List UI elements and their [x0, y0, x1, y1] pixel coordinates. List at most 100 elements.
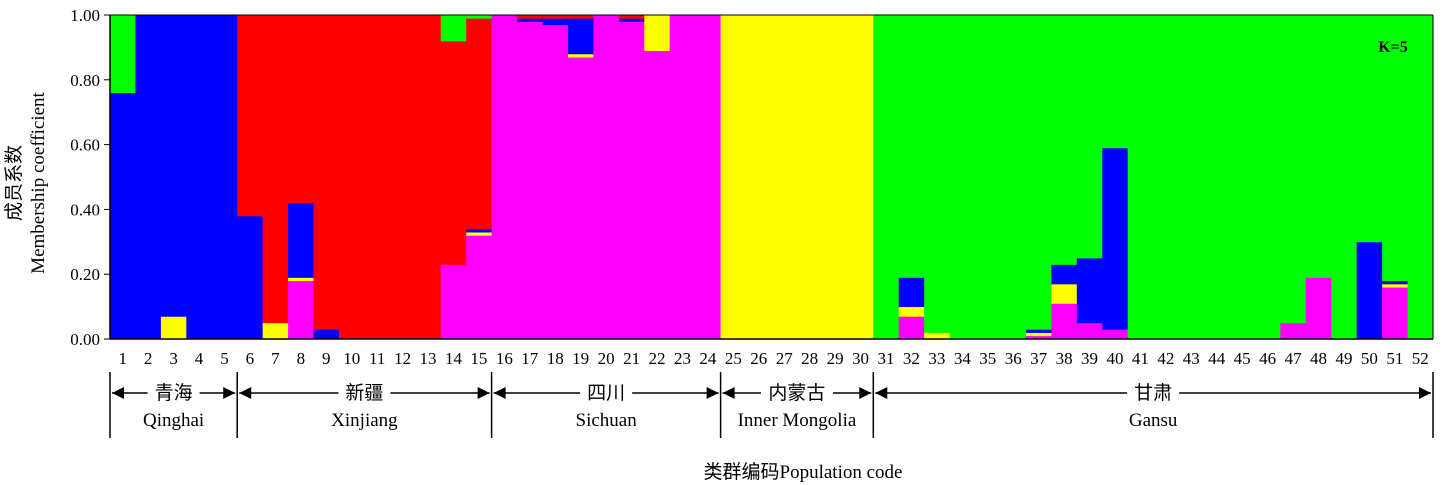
x-tick-label-5: 5	[220, 349, 229, 368]
bar-segment-15-blue	[466, 228, 493, 233]
bar-segment-40-green	[1102, 15, 1129, 149]
bar-segment-36-green	[1000, 15, 1027, 340]
bar-segment-32-yellow	[898, 306, 925, 317]
x-tick-label-42: 42	[1157, 349, 1174, 368]
region-label-en-gansu: Gansu	[1129, 410, 1178, 431]
bar-segment-37-yellow	[1025, 332, 1052, 337]
x-tick-label-24: 24	[699, 349, 717, 368]
bar-segment-15-yellow	[466, 232, 493, 236]
bar-segment-34-green	[949, 15, 976, 340]
bar-segment-22-magenta	[644, 50, 671, 340]
x-tick-label-36: 36	[1005, 349, 1022, 368]
x-tick-label-3: 3	[169, 349, 178, 368]
region-arrowhead-left-sichuan	[493, 387, 506, 399]
bar-segment-39-magenta	[1076, 322, 1103, 340]
region-label-cn-inner-mongolia: 内蒙古	[768, 382, 825, 404]
bar-segment-29-yellow	[822, 15, 849, 340]
x-tick-label-6: 6	[246, 349, 255, 368]
bar-segment-37-green	[1025, 15, 1052, 330]
axes-layer: 0.000.200.400.600.801.001 2 3 4 5 6 7 8 9 10 11 12 1…	[70, 6, 1434, 368]
x-tick-label-38: 38	[1056, 349, 1073, 368]
x-tick-label-50: 50	[1361, 349, 1378, 368]
bar-segment-8-red	[288, 15, 315, 204]
bar-segment-17-blue	[517, 18, 544, 22]
bar-segment-44-green	[1204, 15, 1231, 340]
bar-segment-51-green	[1382, 15, 1409, 282]
region-label-en-qinghai: Qinghai	[143, 410, 204, 431]
x-tick-label-12: 12	[394, 349, 411, 368]
bar-segment-38-green	[1051, 15, 1078, 265]
bar-segment-40-magenta	[1102, 329, 1129, 340]
region-inner-mongolia: 内蒙古 Inner Mongolia	[722, 382, 872, 431]
x-tick-label-22: 22	[649, 349, 666, 368]
bar-segment-18-blue	[542, 18, 569, 26]
bar-segment-27-yellow	[771, 15, 798, 340]
x-tick-label-4: 4	[195, 349, 204, 368]
region-xinjiang: 新疆 Xinjiang	[239, 382, 490, 431]
bar-segment-28-yellow	[796, 15, 823, 340]
bar-segment-16-magenta	[491, 15, 518, 340]
bar-segment-19-magenta	[567, 57, 595, 340]
x-tick-label-31: 31	[877, 349, 894, 368]
bar-segment-6-red	[237, 15, 264, 217]
y-tick-label-0.40: 0.40	[70, 200, 100, 219]
bar-segment-13-red	[415, 15, 442, 340]
region-label-cn-xinjiang: 新疆	[345, 382, 383, 404]
k-value-label: K=5	[1378, 39, 1408, 56]
bar-segment-11-red	[364, 15, 391, 340]
bar-segment-7-yellow	[262, 322, 289, 340]
bar-segment-1-blue	[110, 92, 137, 340]
bar-segment-6-blue	[237, 215, 264, 340]
region-arrowhead-right-inner-mongolia	[859, 387, 872, 399]
bar-segment-32-green	[898, 15, 925, 278]
x-tick-label-34: 34	[954, 349, 972, 368]
bar-segment-10-red	[338, 15, 366, 340]
x-axis-title: 类群编码Population code	[704, 461, 903, 483]
x-tick-label-11: 11	[369, 349, 385, 368]
bar-segment-39-green	[1076, 15, 1103, 259]
bar-segment-18-magenta	[542, 24, 569, 340]
region-qinghai: 青海 Qinghai	[112, 382, 236, 431]
bar-segment-3-yellow	[160, 316, 187, 340]
x-tick-label-8: 8	[297, 349, 306, 368]
x-tick-label-45: 45	[1234, 349, 1251, 368]
region-label-cn-sichuan: 四川	[587, 383, 625, 404]
bar-layer	[110, 15, 1434, 340]
x-tick-label-7: 7	[271, 349, 280, 368]
bar-segment-51-blue	[1382, 280, 1409, 285]
region-gansu: 甘肃 Gansu	[875, 382, 1431, 431]
x-tick-label-41: 41	[1132, 349, 1149, 368]
bar-segment-32-blue	[898, 277, 925, 307]
bar-segment-47-magenta	[1280, 322, 1307, 340]
region-sichuan: 四川 Sichuan	[493, 383, 719, 431]
bar-segment-9-red	[313, 15, 340, 330]
y-tick-label-0.00: 0.00	[70, 330, 100, 349]
bar-segment-51-yellow	[1382, 283, 1409, 288]
x-tick-label-20: 20	[598, 349, 615, 368]
bar-segment-21-magenta	[618, 21, 645, 340]
y-tick-label-1.00: 1.00	[70, 6, 100, 25]
bar-segment-43-green	[1178, 15, 1205, 340]
x-tick-label-21: 21	[623, 349, 640, 368]
x-tick-label-39: 39	[1081, 349, 1098, 368]
bar-segment-39-blue	[1076, 258, 1103, 324]
region-arrowhead-right-gansu	[1419, 387, 1431, 399]
region-layer: 青海 Qinghai 新疆 Xinjiang 四川 Sichuan 内蒙古 Inner Mon…	[109, 372, 1434, 438]
x-tick-label-37: 37	[1030, 349, 1048, 368]
bar-segment-38-blue	[1051, 264, 1078, 285]
bar-segment-21-red	[618, 15, 645, 19]
y-tick-label-0.60: 0.60	[70, 136, 100, 155]
bar-segment-15-magenta	[466, 235, 493, 340]
region-label-cn-gansu: 甘肃	[1134, 382, 1172, 404]
bar-segment-19-blue	[567, 18, 595, 55]
bar-segment-37-blue	[1025, 329, 1052, 333]
bar-segment-40-blue	[1102, 147, 1129, 330]
region-label-en-sichuan: Sichuan	[576, 410, 638, 431]
bar-segment-7-red	[262, 15, 289, 324]
bar-segment-38-yellow	[1051, 283, 1078, 304]
x-tick-label-47: 47	[1285, 349, 1303, 368]
region-arrowhead-left-qinghai	[112, 387, 124, 399]
x-tick-label-1: 1	[118, 349, 127, 368]
bar-segment-35-green	[975, 15, 1002, 340]
bar-segment-17-magenta	[517, 21, 544, 340]
